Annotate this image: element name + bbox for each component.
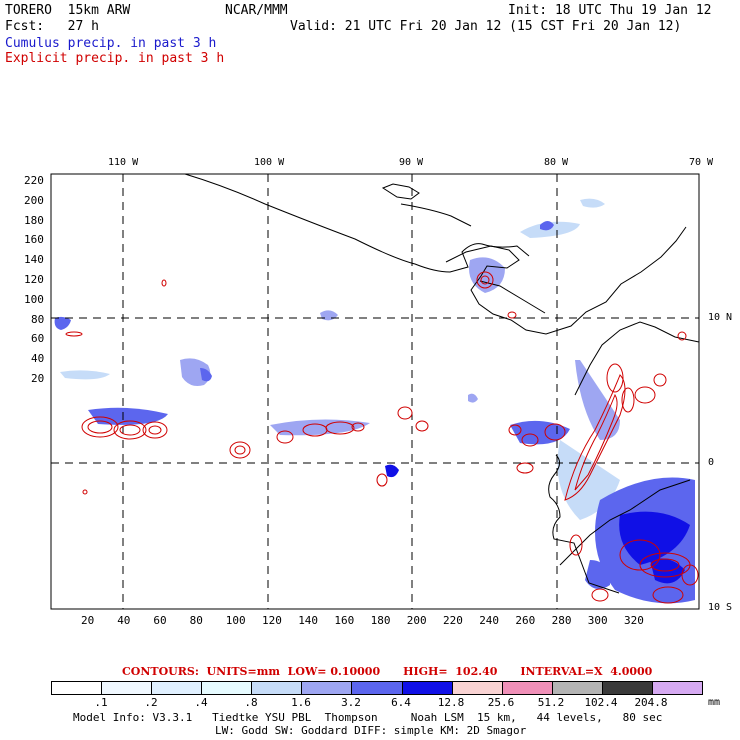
lon-label-100w: 100 W bbox=[254, 157, 285, 168]
colorbar-label: 3.2 bbox=[341, 696, 361, 709]
colorbar-label: .4 bbox=[194, 696, 208, 709]
x-tick-label: 20 bbox=[81, 614, 95, 627]
x-tick-label: 100 bbox=[225, 614, 246, 627]
x-tick-label: 80 bbox=[189, 614, 203, 627]
colorbar-label: 102.4 bbox=[584, 696, 618, 709]
x-tick-label: 260 bbox=[515, 614, 536, 627]
x-tick-label: 120 bbox=[262, 614, 282, 627]
cumulus-legend: Cumulus precip. in past 3 h bbox=[5, 36, 217, 51]
colorbar-segment bbox=[102, 682, 153, 694]
x-tick-label: 60 bbox=[153, 614, 167, 627]
y-tick-label: 20 bbox=[31, 372, 45, 385]
lon-label-80w: 80 W bbox=[544, 157, 569, 168]
colorbar-label: 204.8 bbox=[634, 696, 668, 709]
y-tick-label: 200 bbox=[24, 193, 44, 207]
org-label: NCAR/MMM bbox=[225, 3, 288, 18]
model-info-line2: LW: Godd SW: Goddard DIFF: simple KM: 2D… bbox=[215, 724, 527, 737]
y-tick-label: 140 bbox=[24, 253, 44, 267]
x-tick-label: 320 bbox=[624, 614, 644, 627]
y-tick-label: 40 bbox=[31, 352, 45, 366]
colorbar-segment bbox=[452, 682, 503, 694]
colorbar-label: 6.4 bbox=[391, 696, 411, 709]
x-tick-label: 200 bbox=[406, 614, 427, 627]
forecast-hour: Fcst: 27 h bbox=[5, 19, 99, 34]
colorbar-label: .1 bbox=[94, 696, 108, 709]
model-title: TORERO 15km ARW bbox=[5, 3, 131, 18]
colorbar-segment bbox=[302, 682, 353, 694]
colorbar bbox=[51, 681, 703, 695]
y-tick-label: 80 bbox=[31, 312, 45, 326]
x-tick-label: 300 bbox=[587, 614, 608, 627]
colorbar-segment bbox=[52, 682, 103, 694]
model-info-line1: Model Info: V3.3.1 Tiedtke YSU PBL Thomp… bbox=[73, 711, 663, 724]
colorbar-label: .8 bbox=[244, 696, 258, 709]
colorbar-segment bbox=[252, 682, 303, 694]
colorbar-label: 1.6 bbox=[291, 696, 311, 709]
colorbar-segment bbox=[502, 682, 553, 694]
colorbar-segment bbox=[352, 682, 403, 694]
lat-label-0: 0 bbox=[708, 457, 715, 468]
colorbar-label: 25.6 bbox=[487, 696, 515, 709]
x-tick-label: 280 bbox=[551, 614, 572, 627]
lon-label-70w: 70 W bbox=[689, 157, 714, 168]
explicit-contours bbox=[65, 271, 699, 604]
contours-info: CONTOURS: UNITS=mm LOW= 0.10000 HIGH= 10… bbox=[122, 665, 653, 678]
colorbar-label: 51.2 bbox=[537, 696, 565, 709]
x-tick-label: 160 bbox=[334, 614, 355, 627]
x-tick-label: 240 bbox=[479, 614, 500, 627]
x-tick-label: 180 bbox=[370, 614, 391, 627]
colorbar-segment bbox=[652, 682, 703, 694]
colorbar-segment bbox=[402, 682, 453, 694]
y-tick-label: 120 bbox=[24, 273, 44, 286]
y-tick-label: 180 bbox=[24, 213, 44, 227]
y-tick-label: 160 bbox=[24, 233, 44, 247]
valid-time: Valid: 21 UTC Fri 20 Jan 12 (15 CST Fri … bbox=[290, 19, 682, 34]
lat-label-10s: 10 S bbox=[708, 602, 733, 613]
lon-label-110w: 110 W bbox=[108, 157, 139, 168]
colorbar-unit: mm bbox=[708, 697, 721, 708]
x-tick-label: 140 bbox=[298, 614, 319, 627]
colorbar-segment bbox=[552, 682, 603, 694]
lat-label-10n: 10 N bbox=[708, 312, 733, 323]
y-tick-label: 60 bbox=[31, 332, 45, 346]
y-tick-label: 220 bbox=[24, 174, 44, 187]
colorbar-segment bbox=[202, 682, 253, 694]
lon-label-90w: 90 W bbox=[399, 157, 424, 168]
colorbar-label: 12.8 bbox=[437, 696, 465, 709]
x-tick-label: 40 bbox=[117, 614, 131, 627]
colorbar-segment bbox=[602, 682, 653, 694]
coastlines bbox=[184, 173, 700, 594]
init-time: Init: 18 UTC Thu 19 Jan 12 bbox=[508, 3, 712, 18]
explicit-legend: Explicit precip. in past 3 h bbox=[5, 51, 225, 66]
y-tick-label: 100 bbox=[24, 292, 44, 306]
colorbar-segment bbox=[152, 682, 203, 694]
graticule bbox=[51, 174, 699, 609]
x-tick-label: 220 bbox=[443, 614, 463, 627]
colorbar-label: .2 bbox=[144, 696, 158, 709]
